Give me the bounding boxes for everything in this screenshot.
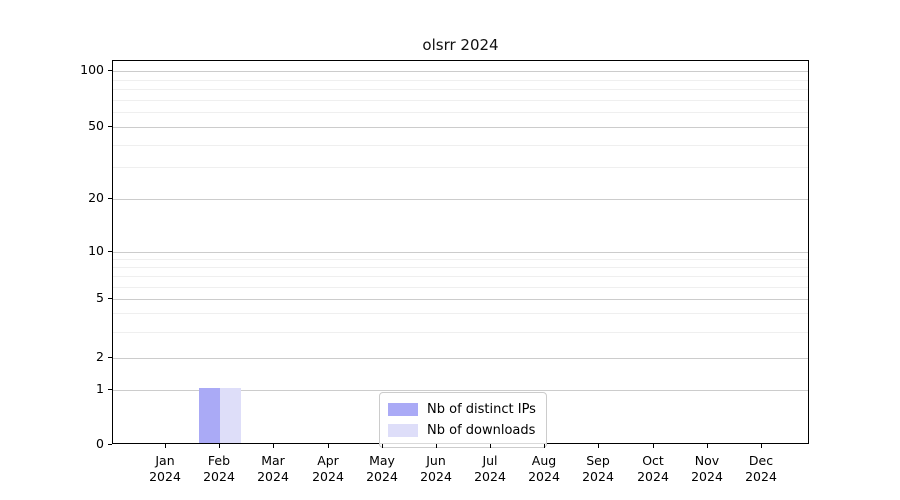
gridline-major <box>113 358 808 359</box>
y-tick-mark <box>108 198 112 199</box>
chart-title: olsrr 2024 <box>422 36 499 54</box>
gridline-major <box>113 199 808 200</box>
plot-area: Nb of distinct IPs Nb of downloads <box>112 60 809 448</box>
gridline-minor <box>113 276 808 277</box>
y-tick-mark <box>108 444 112 445</box>
x-tick-label: Nov 2024 <box>691 453 723 484</box>
gridline-minor <box>113 89 808 90</box>
gridline-minor <box>113 259 808 260</box>
x-tick-mark <box>382 444 383 448</box>
gridline-minor <box>113 313 808 314</box>
gridline-minor <box>113 167 808 168</box>
y-tick-label: 0 <box>96 436 104 451</box>
legend-entry-distinct-ips: Nb of distinct IPs <box>388 399 536 420</box>
x-tick-mark <box>219 444 220 448</box>
x-tick-label: Mar 2024 <box>257 453 289 484</box>
x-tick-label: Jan 2024 <box>149 453 181 484</box>
x-tick-mark <box>273 444 274 448</box>
gridline-major <box>113 390 808 391</box>
x-tick-mark <box>707 444 708 448</box>
x-tick-label: Oct 2024 <box>637 453 669 484</box>
y-tick-mark <box>108 357 112 358</box>
gridline-minor <box>113 332 808 333</box>
gridline-minor <box>113 100 808 101</box>
x-tick-mark <box>598 444 599 448</box>
x-tick-label: Apr 2024 <box>312 453 344 484</box>
gridline-major <box>113 252 808 253</box>
y-tick-mark <box>108 298 112 299</box>
y-tick-label: 2 <box>96 349 104 364</box>
y-tick-label: 1 <box>96 381 104 396</box>
y-tick-mark <box>108 126 112 127</box>
x-tick-label: Jul 2024 <box>474 453 506 484</box>
y-tick-label: 20 <box>88 190 104 205</box>
x-tick-mark <box>653 444 654 448</box>
gridline-major <box>113 71 808 72</box>
gridline-minor <box>113 287 808 288</box>
legend-label-downloads: Nb of downloads <box>427 423 536 438</box>
gridline-minor <box>113 112 808 113</box>
gridline-minor <box>113 267 808 268</box>
x-tick-label: Feb 2024 <box>203 453 235 484</box>
x-tick-mark <box>436 444 437 448</box>
y-tick-mark <box>108 389 112 390</box>
bar-distinct-ips <box>199 388 220 443</box>
x-tick-label: Dec 2024 <box>745 453 777 484</box>
x-tick-mark <box>490 444 491 448</box>
legend-label-distinct-ips: Nb of distinct IPs <box>427 402 536 417</box>
gridline-major <box>113 127 808 128</box>
y-tick-label: 100 <box>80 62 104 77</box>
gridline-minor <box>113 145 808 146</box>
x-tick-label: May 2024 <box>366 453 398 484</box>
x-tick-label: Sep 2024 <box>582 453 614 484</box>
x-tick-label: Aug 2024 <box>528 453 560 484</box>
bar-downloads <box>220 388 241 443</box>
y-tick-label: 10 <box>88 243 104 258</box>
gridline-minor <box>113 80 808 81</box>
x-tick-label: Jun 2024 <box>420 453 452 484</box>
x-tick-mark <box>761 444 762 448</box>
x-tick-mark <box>165 444 166 448</box>
y-tick-label: 50 <box>88 118 104 133</box>
y-tick-label: 5 <box>96 290 104 305</box>
legend-swatch-distinct-ips <box>388 403 418 416</box>
gridline-major <box>113 299 808 300</box>
y-tick-mark <box>108 251 112 252</box>
y-tick-mark <box>108 70 112 71</box>
x-tick-mark <box>328 444 329 448</box>
legend: Nb of distinct IPs Nb of downloads <box>379 392 547 448</box>
legend-entry-downloads: Nb of downloads <box>388 420 536 441</box>
x-tick-mark <box>544 444 545 448</box>
legend-swatch-downloads <box>388 424 418 437</box>
